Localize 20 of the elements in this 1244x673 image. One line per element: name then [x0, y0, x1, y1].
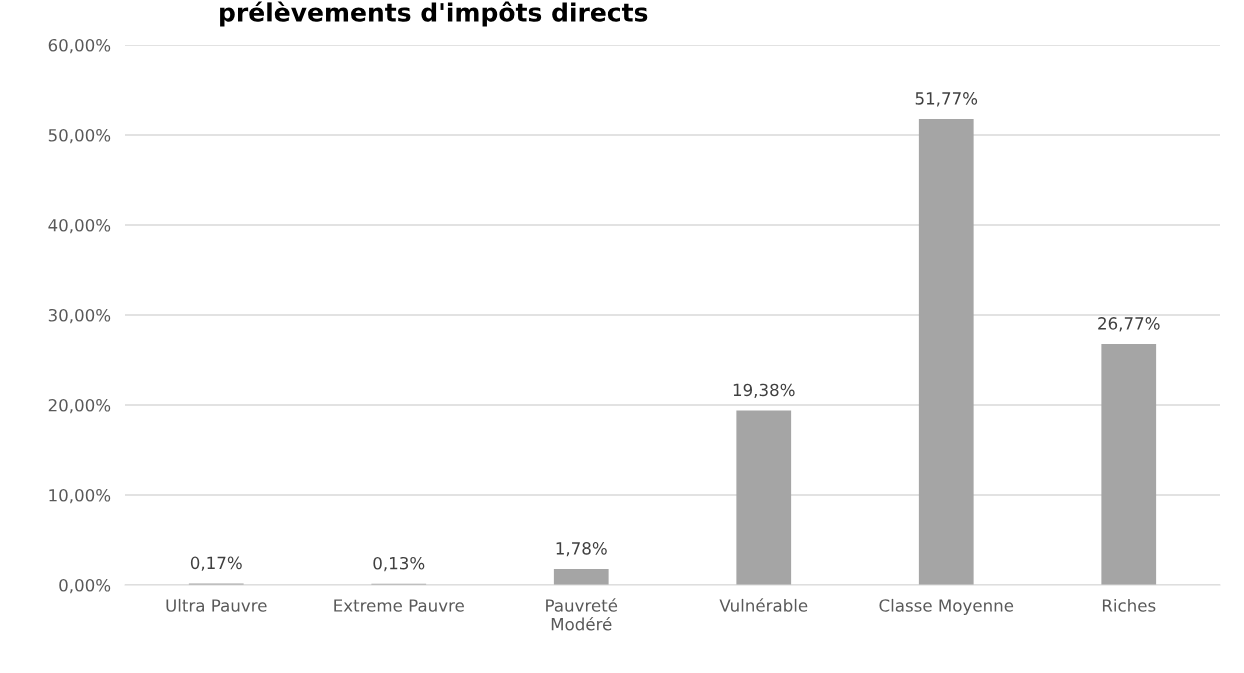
y-tick-label: 60,00% [48, 38, 111, 54]
y-tick-label: 30,00% [48, 308, 111, 324]
data-label: 0,13% [373, 556, 425, 572]
data-label: 19,38% [733, 383, 795, 398]
chart-title: prélèvements d'impôts directs [220, 1, 648, 27]
y-tick-label: 0,00% [59, 578, 111, 594]
data-label: 0,17% [190, 556, 242, 571]
data-label: 26,77% [1098, 317, 1160, 332]
y-tick-label: 10,00% [49, 488, 111, 504]
x-tick-label: Extreme Pauvre [334, 599, 464, 612]
x-tick-label: Pauvreté Modéré [546, 598, 618, 631]
x-tick-label: Vulnérable [719, 598, 808, 612]
y-tick-label: 50,00% [48, 128, 111, 144]
x-tick-label: Ultra Pauvre [166, 598, 267, 612]
data-label: 1,78% [556, 542, 607, 557]
y-tick-label: 20,00% [48, 398, 111, 414]
x-tick-label: Classe Moyenne [879, 598, 1014, 616]
data-label: 51,77% [915, 92, 978, 107]
x-tick-label: Riches [1102, 598, 1156, 612]
y-tick-label: 40,00% [48, 218, 111, 234]
